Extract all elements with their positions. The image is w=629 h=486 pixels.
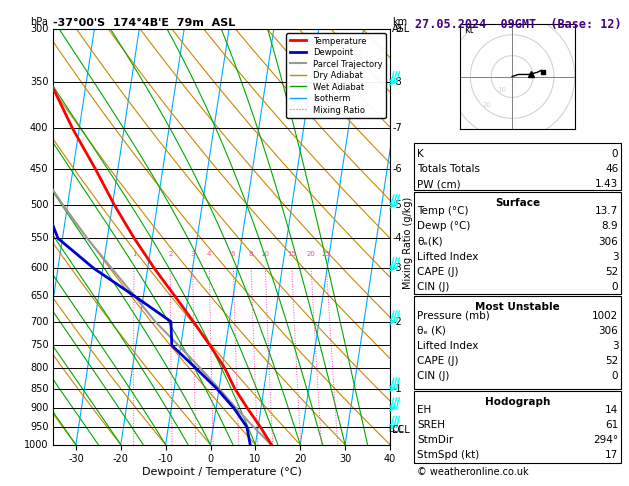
Text: LCL: LCL [392, 425, 410, 435]
Text: 15: 15 [287, 251, 296, 257]
Text: 10: 10 [497, 87, 506, 93]
Text: 950: 950 [30, 422, 48, 432]
Text: θₑ(K): θₑ(K) [417, 237, 443, 246]
Text: StmDir: StmDir [417, 435, 454, 445]
Text: -8: -8 [392, 77, 402, 87]
Text: Surface: Surface [495, 198, 540, 208]
Text: EH: EH [417, 405, 431, 415]
Text: 20: 20 [482, 102, 491, 107]
Text: 8.9: 8.9 [602, 222, 618, 231]
Text: -4: -4 [392, 233, 402, 243]
Text: 650: 650 [30, 291, 48, 301]
Text: hPa: hPa [31, 17, 48, 27]
Text: -1: -1 [392, 383, 402, 394]
Text: -9: -9 [392, 24, 402, 34]
Text: 1002: 1002 [592, 311, 618, 321]
Text: Totals Totals: Totals Totals [417, 164, 480, 174]
Text: CIN (J): CIN (J) [417, 282, 449, 292]
Text: 800: 800 [30, 363, 48, 373]
Text: SREH: SREH [417, 420, 445, 430]
Text: 3: 3 [611, 252, 618, 261]
Text: 4: 4 [207, 251, 211, 257]
Text: 1000: 1000 [24, 440, 48, 450]
Text: 700: 700 [30, 316, 48, 327]
Text: 750: 750 [30, 340, 48, 350]
Legend: Temperature, Dewpoint, Parcel Trajectory, Dry Adiabat, Wet Adiabat, Isotherm, Mi: Temperature, Dewpoint, Parcel Trajectory… [286, 34, 386, 118]
Text: 900: 900 [30, 403, 48, 413]
Text: 10: 10 [260, 251, 269, 257]
Text: 13.7: 13.7 [595, 207, 618, 216]
Text: 1: 1 [131, 251, 136, 257]
Text: Pressure (mb): Pressure (mb) [417, 311, 490, 321]
Text: 500: 500 [30, 200, 48, 210]
Text: kt: kt [464, 25, 474, 35]
Text: 27.05.2024  09GMT  (Base: 12): 27.05.2024 09GMT (Base: 12) [415, 18, 621, 32]
Text: 300: 300 [30, 24, 48, 34]
Text: 20: 20 [306, 251, 315, 257]
Text: © weatheronline.co.uk: © weatheronline.co.uk [417, 467, 528, 477]
Text: 850: 850 [30, 383, 48, 394]
Text: 1.43: 1.43 [595, 179, 618, 189]
Text: 61: 61 [605, 420, 618, 430]
Text: ASL: ASL [392, 24, 410, 34]
Text: θₑ (K): θₑ (K) [417, 326, 446, 336]
Text: -3: -3 [392, 263, 402, 274]
Text: CAPE (J): CAPE (J) [417, 267, 459, 277]
Text: CAPE (J): CAPE (J) [417, 356, 459, 366]
Text: StmSpd (kt): StmSpd (kt) [417, 451, 479, 460]
Text: 306: 306 [599, 237, 618, 246]
Text: 600: 600 [30, 263, 48, 274]
Text: PW (cm): PW (cm) [417, 179, 460, 189]
Text: km: km [392, 17, 407, 27]
Text: -2: -2 [392, 316, 402, 327]
Text: 0: 0 [612, 371, 618, 381]
Text: 400: 400 [30, 123, 48, 134]
Text: 25: 25 [321, 251, 330, 257]
Text: -6: -6 [392, 164, 402, 174]
Text: 306: 306 [599, 326, 618, 336]
Text: 0: 0 [612, 282, 618, 292]
Text: 46: 46 [605, 164, 618, 174]
Text: -5: -5 [392, 200, 402, 210]
Text: 2: 2 [168, 251, 172, 257]
Text: 6: 6 [231, 251, 235, 257]
Text: Hodograph: Hodograph [485, 397, 550, 407]
Text: 550: 550 [30, 233, 48, 243]
Text: Mixing Ratio (g/kg): Mixing Ratio (g/kg) [403, 197, 413, 289]
Text: K: K [417, 149, 424, 159]
Text: Lifted Index: Lifted Index [417, 341, 479, 351]
Text: Temp (°C): Temp (°C) [417, 207, 469, 216]
Text: 0: 0 [612, 149, 618, 159]
Text: Lifted Index: Lifted Index [417, 252, 479, 261]
Text: LCL: LCL [388, 425, 403, 434]
Text: 52: 52 [605, 267, 618, 277]
Text: CIN (J): CIN (J) [417, 371, 449, 381]
X-axis label: Dewpoint / Temperature (°C): Dewpoint / Temperature (°C) [142, 467, 302, 477]
Text: Dewp (°C): Dewp (°C) [417, 222, 470, 231]
Text: 350: 350 [30, 77, 48, 87]
Text: 3: 3 [611, 341, 618, 351]
Text: 14: 14 [605, 405, 618, 415]
Text: 294°: 294° [593, 435, 618, 445]
Text: -37°00'S  174°4B'E  79m  ASL: -37°00'S 174°4B'E 79m ASL [53, 18, 236, 28]
Text: -7: -7 [392, 123, 402, 134]
Text: 17: 17 [605, 451, 618, 460]
Text: 52: 52 [605, 356, 618, 366]
Text: 8: 8 [248, 251, 253, 257]
Text: 3: 3 [191, 251, 195, 257]
Text: Most Unstable: Most Unstable [476, 302, 560, 312]
Text: 450: 450 [30, 164, 48, 174]
